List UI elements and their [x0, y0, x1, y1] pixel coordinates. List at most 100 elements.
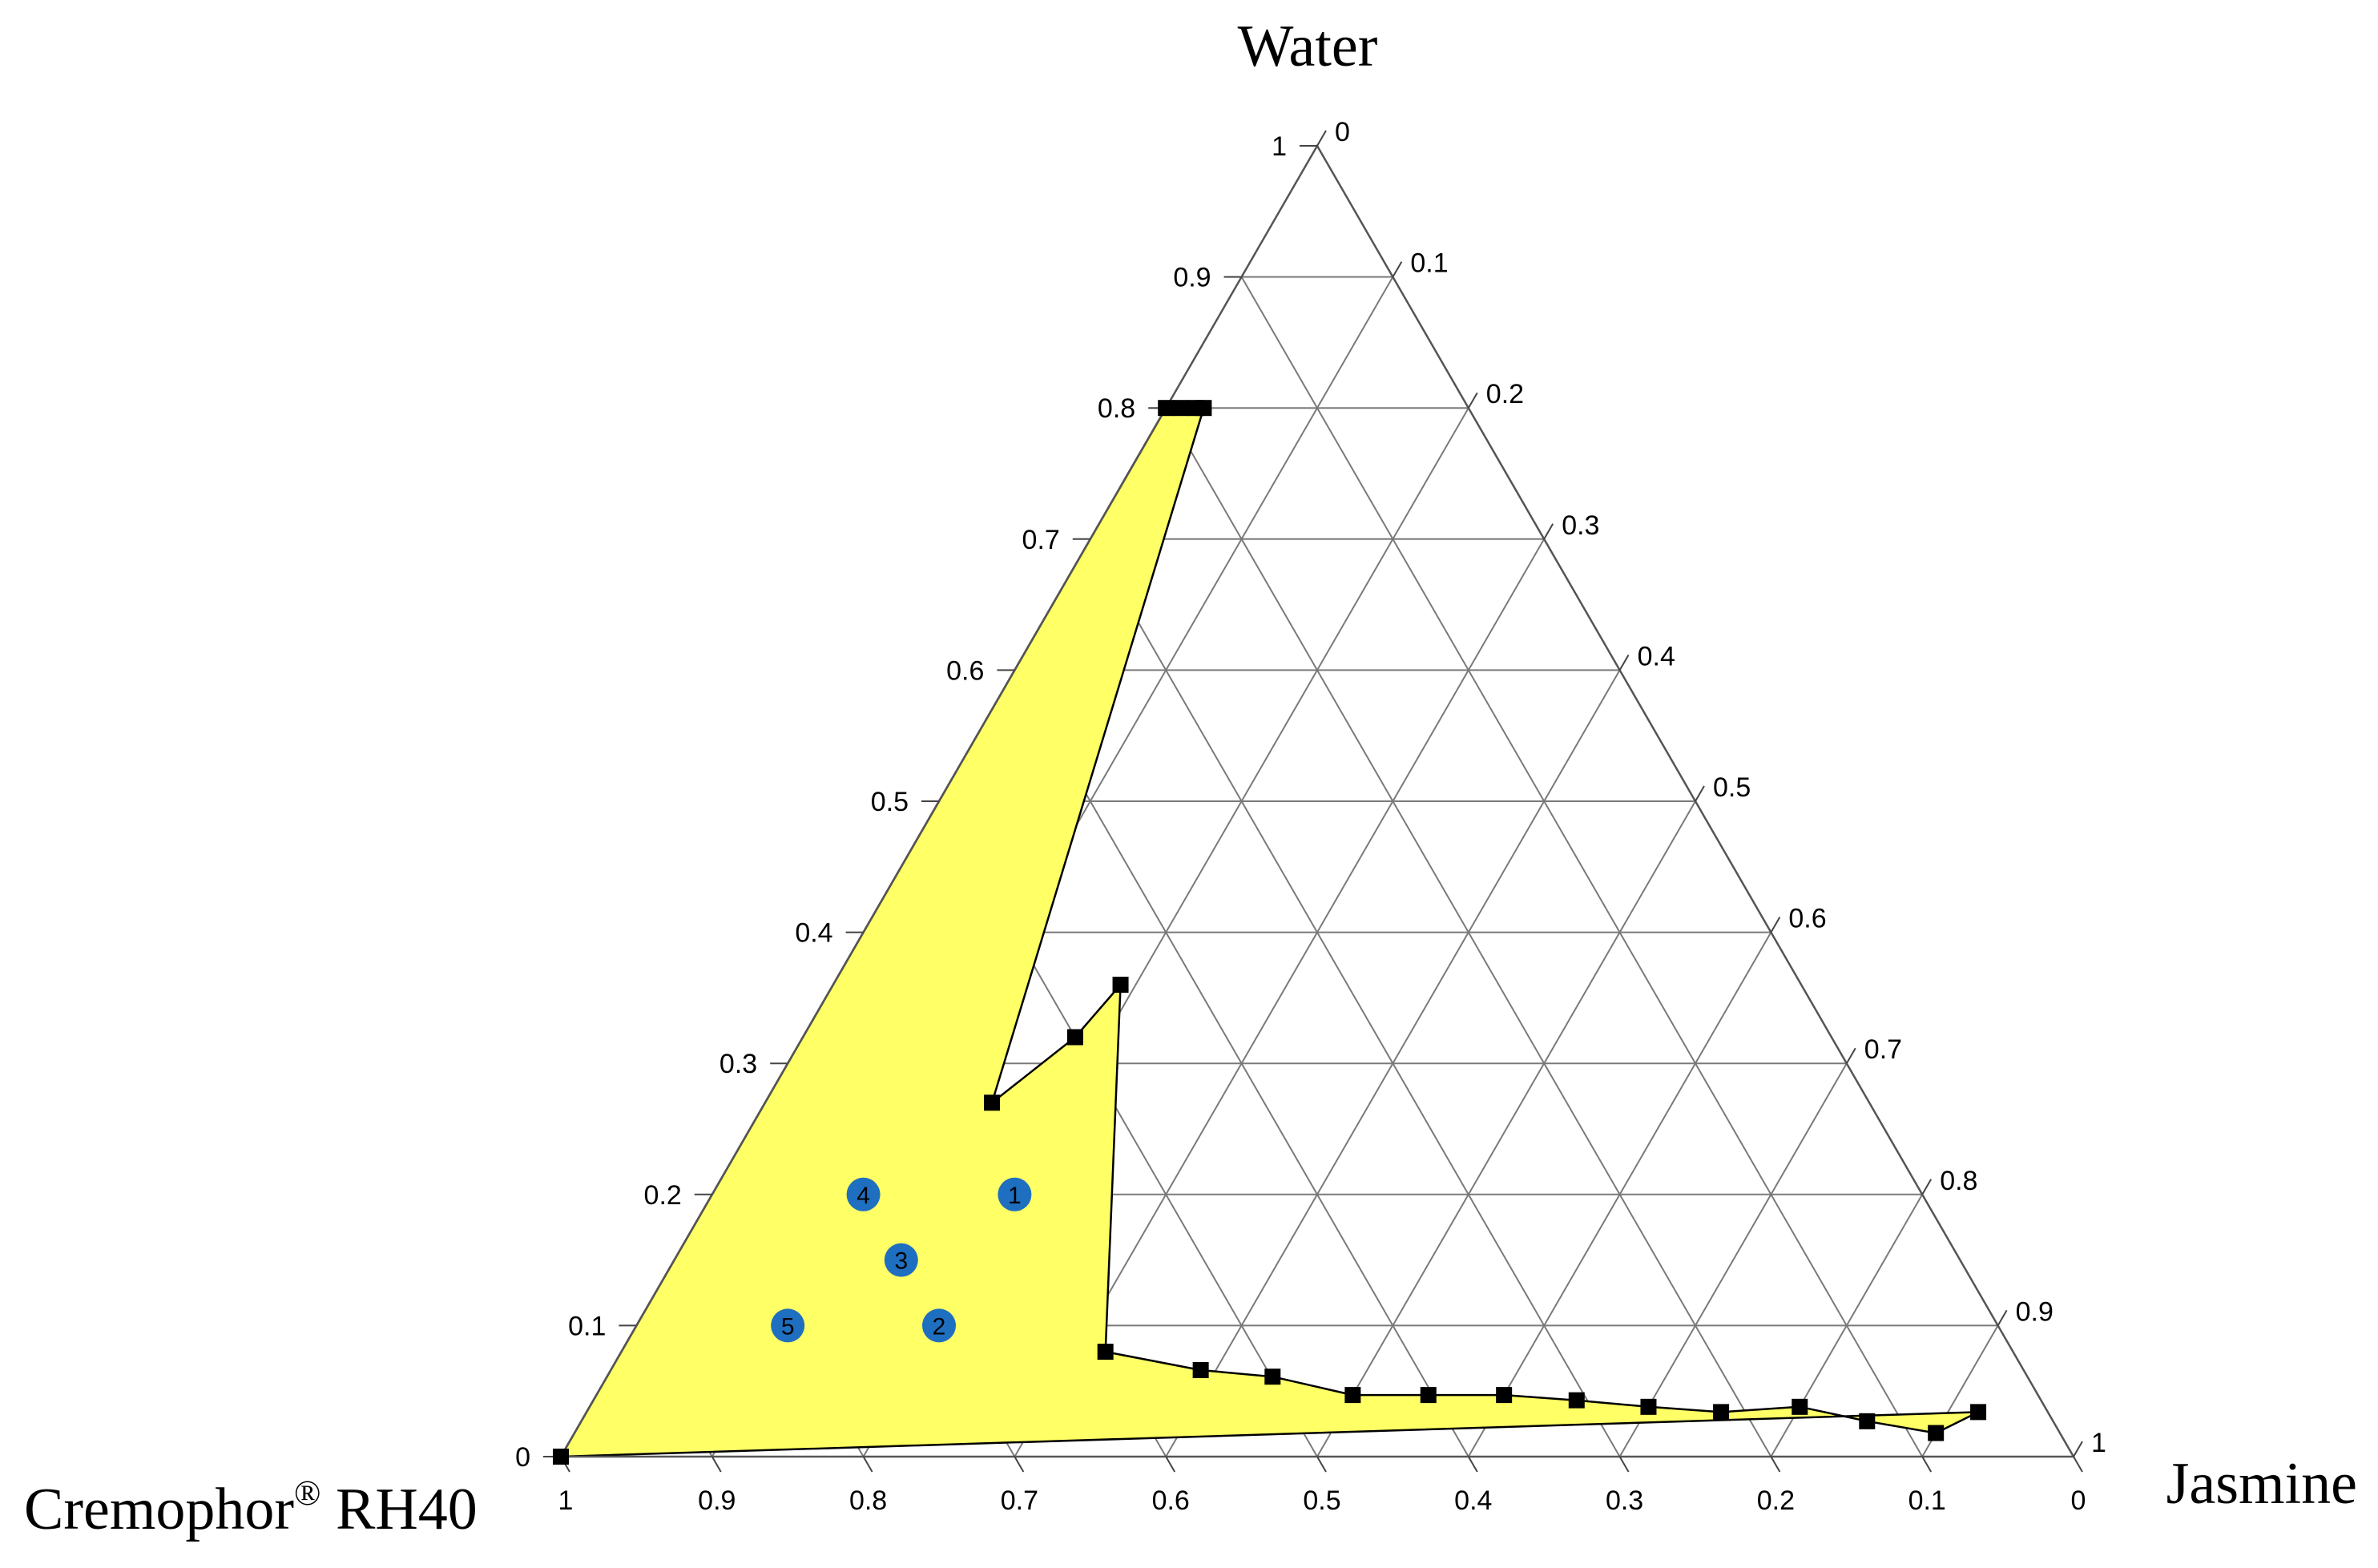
formulation-point: 5	[771, 1308, 805, 1343]
tick-label-left: 0.1	[568, 1311, 606, 1341]
tick-mark-right	[1921, 1179, 1933, 1195]
formulation-point: 2	[922, 1308, 956, 1343]
boundary-marker	[1420, 1387, 1437, 1404]
boundary-marker	[1264, 1368, 1281, 1385]
tick-label-bottom: 0.1	[1908, 1485, 1946, 1516]
tick-label-bottom: 0	[2071, 1485, 2086, 1516]
tick-mark-right	[1845, 1047, 1856, 1064]
grid-line-jasmine	[1467, 932, 1772, 1457]
tick-label-right: 1	[2091, 1428, 2106, 1458]
tick-label-right: 0.1	[1410, 248, 1448, 279]
tick-mark-bottom	[1316, 1456, 1327, 1473]
formulation-label: 3	[894, 1248, 908, 1275]
boundary-marker	[1173, 400, 1190, 417]
boundary-marker	[1066, 1029, 1083, 1046]
grid-line-cremophor	[1240, 276, 1924, 1457]
tick-label-right: 0.6	[1788, 904, 1826, 934]
formulation-point: 3	[884, 1243, 918, 1277]
tick-label-bottom: 0.5	[1303, 1485, 1340, 1516]
tick-label-bottom: 1	[558, 1485, 574, 1516]
tick-label-bottom: 0.6	[1152, 1485, 1190, 1516]
tick-label-left: 0.5	[871, 787, 909, 817]
tick-label-right: 0.3	[1562, 510, 1599, 541]
tick-mark-right	[1997, 1309, 2008, 1326]
tick-label-left: 0.9	[1173, 263, 1211, 293]
tick-label-bottom: 0.9	[698, 1485, 736, 1516]
boundary-marker	[1792, 1398, 1808, 1415]
boundary-marker	[1195, 400, 1212, 417]
tick-label-right: 0.4	[1638, 641, 1675, 671]
boundary-marker	[1158, 400, 1175, 417]
boundary-marker	[553, 1449, 569, 1465]
tick-label-left: 0.7	[1022, 525, 1060, 555]
tick-mark-bottom	[1921, 1456, 1933, 1473]
tick-label-left: 0	[515, 1442, 530, 1473]
axis-ticks: 0010.10.10.90.20.20.80.30.30.70.40.40.60…	[515, 117, 2106, 1516]
formulation-point: 1	[998, 1177, 1032, 1211]
formulation-label: 1	[1008, 1183, 1022, 1209]
grid-line-jasmine	[1316, 800, 1696, 1457]
tick-label-bottom: 0.2	[1757, 1485, 1795, 1516]
microemulsion-region-area	[559, 406, 1980, 1458]
tick-mark-bottom	[1165, 1456, 1176, 1473]
formulation-label: 2	[933, 1313, 946, 1340]
boundary-markers	[553, 400, 1987, 1465]
tick-mark-bottom	[1618, 1456, 1630, 1473]
formulation-marker	[884, 1243, 918, 1277]
tick-label-right: 0.7	[1864, 1034, 1902, 1065]
formulation-points: 1 2 3 4 5	[771, 1177, 1032, 1343]
tick-label-right: 0.9	[2016, 1296, 2054, 1327]
tick-label-bottom: 0.8	[849, 1485, 887, 1516]
formulation-marker	[846, 1177, 881, 1211]
boundary-marker	[1970, 1404, 1987, 1421]
tick-label-bottom: 0.3	[1606, 1485, 1643, 1516]
tick-mark-bottom	[2073, 1456, 2083, 1473]
tick-mark-right	[1392, 261, 1403, 278]
boundary-marker	[1344, 1387, 1361, 1404]
formulation-point: 4	[846, 1177, 881, 1211]
tick-label-left: 0.6	[946, 655, 984, 686]
tick-mark-right	[1770, 917, 1781, 933]
tick-label-right: 0.8	[1940, 1166, 1977, 1196]
boundary-marker	[1568, 1392, 1585, 1409]
microemulsion-region	[559, 406, 1980, 1458]
formulation-label: 4	[856, 1183, 870, 1209]
tick-mark-bottom	[1467, 1456, 1478, 1473]
tick-mark-bottom	[1014, 1456, 1025, 1473]
grid-line-jasmine	[1618, 1062, 1848, 1457]
tick-mark-right	[1695, 785, 1705, 802]
tick-label-left: 0.4	[795, 918, 832, 949]
boundary-marker	[984, 1094, 1001, 1111]
corner-label-cremophor: Cremophor® RH40	[24, 1473, 478, 1542]
boundary-marker	[1859, 1413, 1876, 1429]
tick-label-right: 0.5	[1713, 772, 1751, 803]
formulation-marker	[922, 1308, 956, 1343]
corner-label-water: Water	[1238, 14, 1378, 79]
boundary-marker	[1097, 1344, 1114, 1360]
tick-mark-bottom	[1770, 1456, 1781, 1473]
tick-mark-right	[1618, 654, 1630, 671]
tick-label-right: 0	[1335, 117, 1350, 147]
boundary-marker	[1192, 1362, 1209, 1379]
tick-label-left: 0.8	[1098, 393, 1135, 424]
tick-label-left: 0.2	[644, 1180, 682, 1211]
formulation-marker	[771, 1308, 805, 1343]
boundary-marker	[1640, 1398, 1657, 1415]
formulation-label: 5	[781, 1313, 795, 1340]
tick-mark-right	[1316, 130, 1327, 147]
tick-label-right: 0.2	[1486, 379, 1524, 409]
corner-label-jasmine: Jasmine	[2166, 1451, 2357, 1517]
boundary-marker	[1496, 1387, 1513, 1404]
tick-mark-bottom	[711, 1456, 722, 1473]
tick-label-left: 0.3	[719, 1049, 757, 1079]
boundary-marker	[1928, 1425, 1945, 1441]
tick-mark-right	[2073, 1441, 2083, 1457]
grid-line-cremophor	[1089, 538, 1621, 1457]
tick-label-bottom: 0.7	[1001, 1485, 1038, 1516]
tick-mark-bottom	[862, 1456, 873, 1473]
tick-label-bottom: 0.4	[1454, 1485, 1492, 1516]
boundary-marker	[1713, 1404, 1730, 1421]
tick-mark-right	[1543, 523, 1554, 540]
tick-label-left: 1	[1272, 131, 1287, 162]
